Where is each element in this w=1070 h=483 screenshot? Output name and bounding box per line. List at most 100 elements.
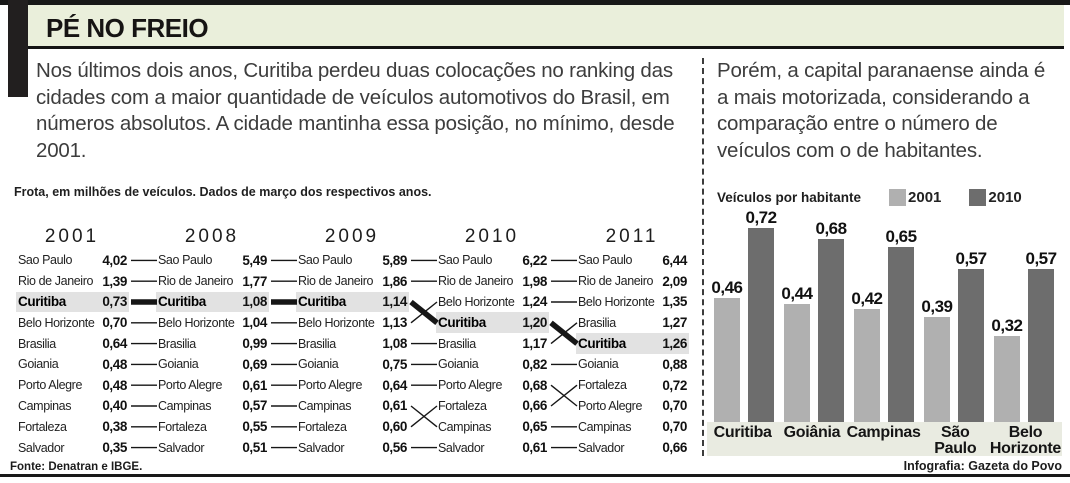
legend-swatch-2001-icon	[889, 188, 907, 206]
fleet-value: 0,64	[102, 336, 127, 352]
bar-rect	[818, 239, 845, 422]
city-name: Belo Horizonte	[18, 315, 95, 330]
bar-value-label: 0,39	[921, 297, 953, 316]
title-bar: PÉ NO FREIO	[28, 5, 1064, 49]
ranking-row: Fortaleza 0,66	[436, 396, 549, 417]
vertical-divider	[702, 58, 704, 456]
table-note: Frota, em milhões de veículos. Dados de …	[14, 185, 432, 199]
ranking-row: Sao Paulo 5,89	[296, 250, 409, 271]
fleet-value: 0,70	[662, 419, 687, 435]
fleet-value: 1,39	[102, 273, 127, 289]
city-name: Salvador	[578, 440, 625, 455]
x-axis-label: Belo Horizonte	[989, 424, 1061, 457]
ranking-row: Curitiba 1,20	[436, 312, 549, 334]
ranking-row: Rio de Janeiro 1,98	[436, 271, 549, 292]
fleet-value: 0,66	[662, 440, 687, 456]
bar-group-5: 0,32 0,57	[989, 249, 1059, 422]
city-name: Brasilia	[438, 336, 476, 351]
ranking-row: Rio de Janeiro 1,86	[296, 271, 409, 292]
chart-legend: Veículos por habitante 2001 2010	[717, 187, 1062, 207]
year-column-2001: 2001 Sao Paulo 4,02 Rio de Janeiro 1,39 Curit…	[16, 226, 156, 458]
ranking-row: Goiania 0,88	[576, 354, 689, 375]
x-axis-label: Curitiba	[713, 424, 772, 441]
x-axis-label: São Paulo	[934, 424, 977, 457]
year-column-2009: 2009 Sao Paulo 5,89 Rio de Janeiro 1,86 Curit…	[296, 226, 436, 458]
city-name: Fortaleza	[438, 398, 487, 413]
city-name: Porto Alegre	[158, 378, 222, 393]
ranking-row: Fortaleza 0,72	[576, 375, 689, 396]
ranking-row: Goiania 0,69	[156, 354, 269, 375]
intro-paragraph-left: Nos últimos dois anos, Curitiba perdeu d…	[36, 59, 675, 162]
city-name: Curitiba	[578, 336, 626, 352]
ranking-row: Brasilia 0,64	[16, 333, 129, 354]
bar-rect	[748, 228, 775, 422]
ranking-row: Curitiba 1,14	[296, 291, 409, 313]
bar-rect	[958, 269, 985, 422]
ranking-row: Porto Alegre 0,48	[16, 375, 129, 396]
fleet-value: 1,77	[242, 273, 267, 289]
city-name: Sao Paulo	[578, 253, 633, 268]
fleet-value: 0,61	[522, 440, 547, 456]
fleet-value: 1,08	[382, 336, 407, 352]
bar-rect	[923, 317, 950, 422]
fleet-value: 1,20	[522, 315, 547, 331]
city-name: Rio de Janeiro	[438, 274, 514, 289]
fleet-value: 6,22	[522, 252, 547, 268]
fleet-value: 0,38	[102, 419, 127, 435]
footer-credit: Infografia: Gazeta do Povo	[903, 459, 1062, 473]
x-axis-label: Campinas	[846, 424, 921, 441]
city-name: Goiania	[438, 357, 479, 372]
city-name: Salvador	[158, 440, 205, 455]
ranking-row: Campinas 0,70	[576, 416, 689, 437]
ranking-row: Salvador 0,35	[16, 437, 129, 458]
intro-paragraph-right: Porém, a capital paranaense ainda é a ma…	[717, 59, 1046, 162]
bar-2010: 0,57	[1026, 249, 1057, 422]
city-name: Fortaleza	[298, 419, 347, 434]
fleet-value: 0,48	[102, 356, 127, 372]
bar-2001: 0,44	[781, 284, 813, 422]
year-header: 2009	[324, 226, 380, 247]
bar-value-label: 0,65	[885, 227, 918, 246]
bar-rect	[713, 298, 740, 422]
fleet-value: 0,70	[662, 398, 687, 414]
ranking-row: Brasilia 1,17	[436, 333, 549, 354]
fleet-value: 0,65	[522, 419, 547, 435]
bottom-rule	[0, 474, 1070, 477]
legend-item-2010: 2010	[969, 188, 1022, 206]
bar-group-4: 0,39 0,57	[919, 249, 989, 422]
bar-rect	[993, 336, 1020, 422]
bar-group-1: 0,46 0,72	[709, 208, 779, 422]
fleet-value: 0,57	[242, 398, 267, 414]
footer-source: Fonte: Denatran e IBGE.	[10, 461, 143, 473]
ranking-row: Fortaleza 0,55	[156, 416, 269, 437]
bar-value-label: 0,68	[815, 219, 848, 238]
city-name: Rio de Janeiro	[158, 274, 234, 289]
ranking-row: Salvador 0,56	[296, 437, 409, 458]
ranking-row: Sao Paulo 5,49	[156, 250, 269, 271]
bar-2001: 0,42	[851, 289, 883, 422]
ranking-row: Porto Alegre 0,61	[156, 375, 269, 396]
bar-2010: 0,68	[816, 219, 847, 422]
fleet-value: 0,55	[242, 419, 267, 435]
city-name: Porto Alegre	[578, 398, 642, 413]
fleet-value: 1,04	[242, 315, 267, 331]
fleet-value: 0,82	[522, 356, 547, 372]
ranking-row: Goiania 0,82	[436, 354, 549, 375]
year-header: 2001	[44, 226, 100, 247]
fleet-value: 0,64	[382, 377, 407, 393]
fleet-value: 1,35	[662, 294, 687, 310]
fleet-value: 0,88	[662, 356, 687, 372]
fleet-value: 0,56	[382, 440, 407, 456]
fleet-value: 6,44	[662, 252, 687, 268]
ranking-row: Belo Horizonte 1,24	[436, 292, 549, 313]
ranking-row: Curitiba 1,26	[576, 333, 689, 354]
city-name: Sao Paulo	[158, 253, 213, 268]
year-header: 2011	[605, 226, 659, 247]
fleet-value: 0,61	[382, 398, 407, 414]
ranking-row: Belo Horizonte 1,04	[156, 312, 269, 333]
city-name: Brasilia	[18, 336, 56, 351]
city-name: Sao Paulo	[18, 253, 73, 268]
fleet-value: 0,61	[242, 377, 267, 393]
bar-rect	[783, 304, 810, 422]
fleet-value: 1,98	[522, 273, 547, 289]
